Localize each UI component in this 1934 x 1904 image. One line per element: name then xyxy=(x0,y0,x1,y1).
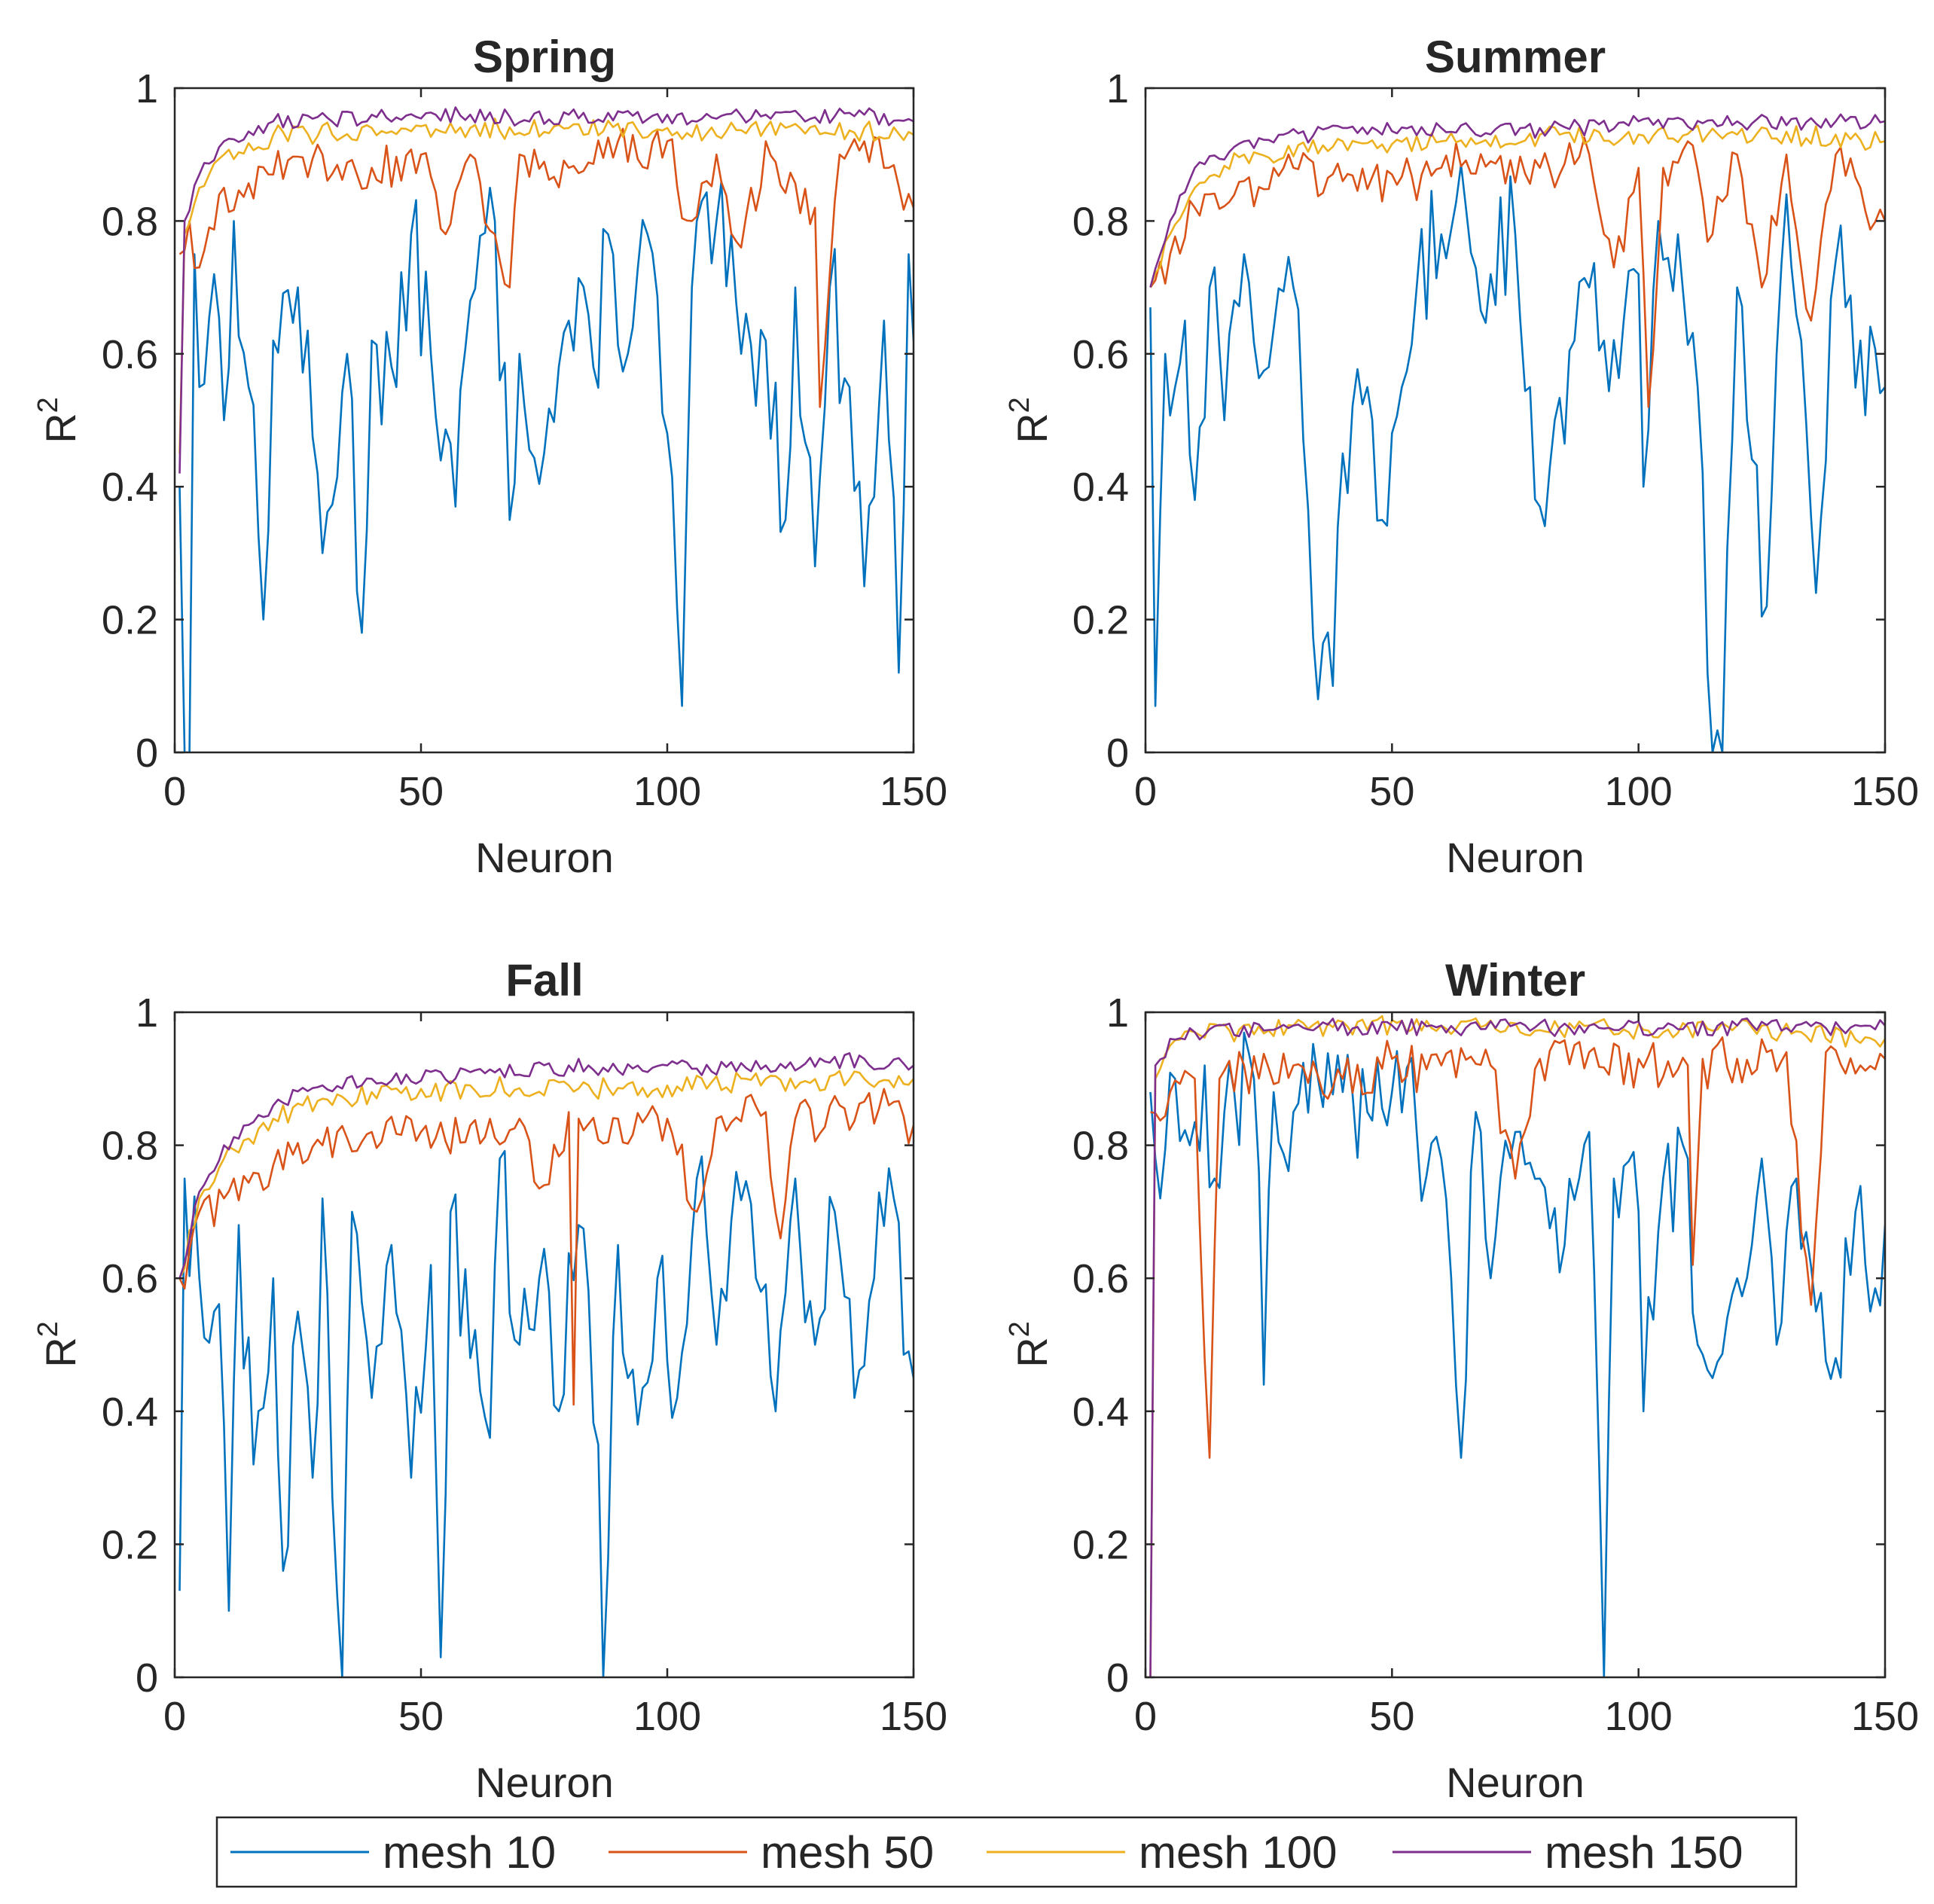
series-line-mesh-50 xyxy=(1150,1036,1885,1459)
y-tick-label: 0.6 xyxy=(1072,1256,1129,1301)
legend-label: mesh 100 xyxy=(1139,1827,1338,1878)
series-line-mesh-100 xyxy=(1149,124,1885,288)
series-line-mesh-150 xyxy=(178,106,914,474)
legend-item: mesh 150 xyxy=(1393,1827,1743,1878)
x-tick-label: 0 xyxy=(1134,1694,1157,1739)
legend-box xyxy=(215,1816,1798,1888)
x-tick-label: 0 xyxy=(163,769,186,814)
axes-frame xyxy=(173,1011,915,1679)
series-line-mesh-150 xyxy=(1149,1018,1885,1677)
y-tick-label: 0.2 xyxy=(1072,598,1129,643)
y-tick-label: 0.4 xyxy=(102,1390,158,1435)
x-tick-label: 100 xyxy=(633,1694,701,1739)
legend-label: mesh 50 xyxy=(761,1827,934,1878)
series-line-mesh-10 xyxy=(1149,1031,1885,1677)
legend: mesh 10 mesh 50 mesh 100 mesh 150 xyxy=(215,1816,1798,1888)
chart-title: Spring xyxy=(473,32,616,82)
y-axis-label: R2 xyxy=(32,1321,84,1368)
series-line-mesh-50 xyxy=(178,1088,914,1406)
legend-item: mesh 50 xyxy=(609,1827,934,1878)
y-tick-label: 0.2 xyxy=(102,1522,158,1567)
x-tick-label: 50 xyxy=(1369,1694,1414,1739)
series-line-mesh-10 xyxy=(178,180,914,752)
legend-item: mesh 100 xyxy=(987,1827,1338,1878)
x-tick-label: 150 xyxy=(880,769,947,814)
y-tick-label: 0.8 xyxy=(1072,199,1129,244)
series-line-mesh-150 xyxy=(1149,113,1885,288)
y-tick-label: 1 xyxy=(136,990,158,1036)
series-line-mesh-50 xyxy=(178,127,914,408)
chart-title: Winter xyxy=(1445,955,1585,1005)
legend-item: mesh 10 xyxy=(230,1827,556,1878)
y-tick-label: 0.2 xyxy=(1072,1522,1129,1567)
y-tick-label: 0.8 xyxy=(1072,1124,1129,1169)
axes-frame xyxy=(1144,87,1887,754)
subplot-fall: Fall 0 50 100 150 0 0.2 0.4 0.6 0.8 1 Neuron R2 xyxy=(32,955,947,1806)
x-tick-label: 100 xyxy=(1605,769,1673,814)
y-tick-label: 1 xyxy=(1106,66,1129,111)
y-tick-label: 0.2 xyxy=(102,598,158,643)
y-tick-label: 0 xyxy=(1106,731,1129,776)
subplot-summer: Summer 0 50 100 150 0 0.2 0.4 0.6 0.8 1 Neuron R2 xyxy=(1004,32,1919,881)
x-tick-label: 100 xyxy=(633,769,701,814)
series-line-mesh-100 xyxy=(1149,1015,1885,1677)
y-tick-label: 0.4 xyxy=(1072,1390,1129,1435)
x-tick-label: 50 xyxy=(398,769,444,814)
chart-title: Fall xyxy=(505,955,583,1005)
y-tick-label: 0 xyxy=(1106,1655,1129,1701)
x-axis-label: Neuron xyxy=(475,834,614,881)
x-axis-label: Neuron xyxy=(1446,1759,1585,1806)
x-tick-label: 150 xyxy=(1851,769,1919,814)
subplot-winter: Winter 0 50 100 150 0 0.2 0.4 0.6 0.8 1 Neuron R2 xyxy=(1004,955,1919,1806)
series-line-mesh-50 xyxy=(1149,136,1885,408)
y-tick-label: 0 xyxy=(136,1655,158,1701)
series-line-mesh-100 xyxy=(178,1069,914,1279)
x-tick-label: 0 xyxy=(163,1694,186,1739)
legend-label: mesh 10 xyxy=(383,1827,556,1878)
x-tick-label: 50 xyxy=(1369,769,1414,814)
axes-frame xyxy=(1144,1011,1887,1679)
x-axis-label: Neuron xyxy=(1446,834,1585,881)
axes-frame xyxy=(173,87,915,754)
x-tick-label: 100 xyxy=(1605,1694,1673,1739)
y-tick-label: 1 xyxy=(136,66,158,111)
y-tick-label: 0.6 xyxy=(102,332,158,377)
y-tick-label: 0.8 xyxy=(102,1124,158,1169)
x-tick-label: 50 xyxy=(398,1694,444,1739)
y-tick-label: 0 xyxy=(136,731,158,776)
x-tick-label: 0 xyxy=(1134,769,1157,814)
chart-title: Summer xyxy=(1425,32,1606,82)
legend-label: mesh 150 xyxy=(1545,1827,1743,1878)
y-axis-label: R2 xyxy=(32,397,84,444)
y-tick-label: 0.4 xyxy=(1072,465,1129,510)
series-line-mesh-10 xyxy=(178,1149,914,1677)
series-line-mesh-100 xyxy=(178,117,914,454)
series-line-mesh-150 xyxy=(178,1052,914,1279)
y-axis-label: R2 xyxy=(1004,1321,1056,1368)
y-tick-label: 0.8 xyxy=(102,199,158,244)
y-tick-label: 0.4 xyxy=(102,465,158,510)
y-tick-label: 1 xyxy=(1106,990,1129,1036)
y-axis-label: R2 xyxy=(1004,397,1056,444)
y-tick-label: 0.6 xyxy=(1072,332,1129,377)
x-tick-label: 150 xyxy=(880,1694,947,1739)
subplot-spring: Spring 0 50 100 150 0 0.2 0.4 0.6 0.8 1 Neuron R2 xyxy=(32,32,947,881)
x-axis-label: Neuron xyxy=(475,1759,614,1806)
y-tick-label: 0.6 xyxy=(102,1256,158,1301)
x-tick-label: 150 xyxy=(1851,1694,1919,1739)
series-line-mesh-10 xyxy=(1149,163,1885,752)
